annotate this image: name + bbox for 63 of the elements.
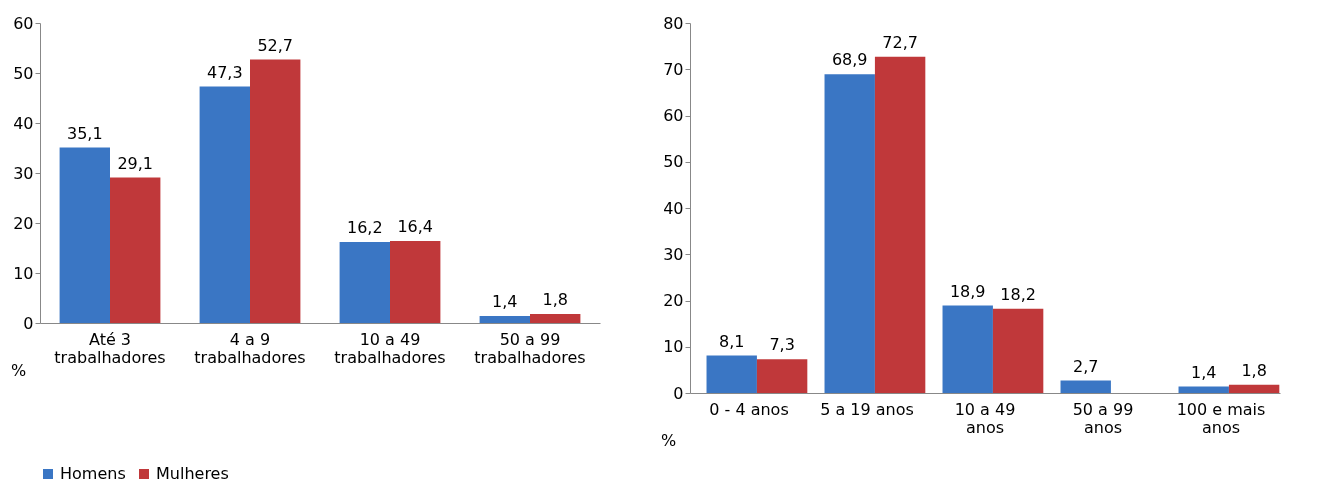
data-label: 18,2 xyxy=(1000,284,1036,304)
y-tick-label: 20 xyxy=(13,213,34,233)
bar xyxy=(942,305,993,393)
y-tick-label: 50 xyxy=(13,63,34,83)
bar xyxy=(390,241,441,323)
bar xyxy=(110,177,161,323)
y-axis-title: % xyxy=(660,430,677,450)
y-tick-label: 70 xyxy=(663,59,684,79)
y-tick-label: 0 xyxy=(673,383,684,403)
data-label: 18,9 xyxy=(949,281,986,301)
legend-label: Homens xyxy=(60,464,126,483)
x-tick-label: 0 - 4 anos xyxy=(709,399,789,419)
bar xyxy=(250,59,301,323)
y-axis-title: % xyxy=(10,360,27,380)
bar xyxy=(1228,384,1280,393)
data-label: 35,1 xyxy=(66,123,103,143)
x-tick-label: 5 a 19 anos xyxy=(820,399,914,419)
x-tick-label: 50 a 99 anos xyxy=(1072,399,1134,437)
data-label: 2,7 xyxy=(1072,356,1099,376)
y-tick-label: 60 xyxy=(663,106,684,125)
x-tick-label: 10 a 49 anos xyxy=(954,399,1016,437)
x-tick-label: 50 a 99 trabalhadores xyxy=(474,329,586,367)
y-tick-label: 40 xyxy=(663,198,684,218)
y-tick-label: 30 xyxy=(663,244,684,264)
y-tick-label: 20 xyxy=(663,291,684,310)
bar xyxy=(992,308,1044,393)
y-tick-label: 10 xyxy=(663,337,684,357)
data-label: 1,8 xyxy=(1241,360,1267,380)
bar xyxy=(874,56,926,393)
bar xyxy=(339,242,390,323)
legend-label: Mulheres xyxy=(156,464,229,483)
bar xyxy=(199,86,250,323)
data-label: 16,4 xyxy=(397,217,434,236)
data-label: 7,3 xyxy=(769,335,795,355)
y-tick-label: 40 xyxy=(13,113,34,133)
y-tick-label: 0 xyxy=(23,313,34,333)
x-tick-label: 100 e mais anos xyxy=(1176,399,1266,437)
bar xyxy=(824,74,875,393)
y-tick-label: 50 xyxy=(663,152,684,172)
data-label: 1,4 xyxy=(492,292,518,311)
data-label: 47,3 xyxy=(206,62,243,82)
data-label: 52,7 xyxy=(257,35,294,55)
data-label: 29,1 xyxy=(117,153,154,173)
data-label: 1,8 xyxy=(542,290,568,309)
y-tick-label: 30 xyxy=(13,163,34,183)
data-label: 8,1 xyxy=(718,331,745,351)
x-tick-label: 4 a 9 trabalhadores xyxy=(194,329,306,367)
bar xyxy=(530,314,581,323)
bar xyxy=(1178,386,1229,393)
bar xyxy=(706,355,757,393)
data-label: 72,7 xyxy=(882,32,918,52)
y-tick-label: 60 xyxy=(13,13,34,33)
x-tick-label: 10 a 49 trabalhadores xyxy=(334,329,446,367)
y-tick-label: 10 xyxy=(13,263,34,283)
bar xyxy=(756,359,808,393)
y-tick-label: 80 xyxy=(663,13,684,33)
x-tick-label: Até 3 trabalhadores xyxy=(54,329,166,367)
bar xyxy=(1060,380,1111,393)
bar xyxy=(479,316,530,323)
data-label: 68,9 xyxy=(831,50,868,70)
data-label: 1,4 xyxy=(1190,362,1217,382)
data-label: 16,2 xyxy=(346,218,383,237)
bar xyxy=(59,147,110,323)
